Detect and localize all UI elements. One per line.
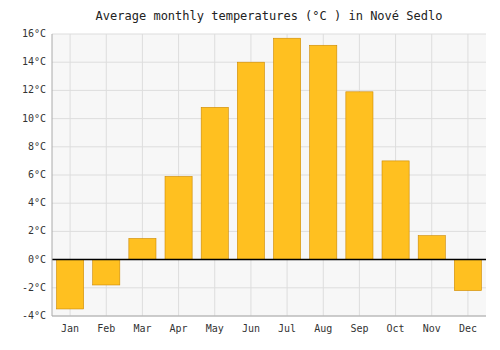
x-tick-label: Nov [423,323,441,334]
bar [346,92,373,260]
zero-line [52,259,486,261]
bar [165,176,192,259]
y-tick-label: 16°C [22,28,46,39]
x-grid-line [431,34,432,316]
bar [93,260,120,285]
x-tick-label: Jul [278,323,296,334]
x-tick-label: Aug [314,323,332,334]
bar [310,45,337,259]
y-grid-line [52,231,486,232]
x-tick-label: Jan [61,323,79,334]
y-tick-label: 10°C [22,113,46,124]
y-tick-label: 12°C [22,84,46,95]
y-grid-line [52,34,486,35]
x-tick-label: May [206,323,224,334]
y-grid-line [52,146,486,147]
plot-background [52,34,486,316]
y-grid-line [52,287,486,288]
bar [129,238,156,259]
grid [52,34,486,316]
x-tick-label: Apr [170,323,188,334]
x-tick-label: Mar [133,323,151,334]
y-tick-label: 8°C [28,141,46,152]
bar [274,38,301,259]
chart-svg: -4°C -2°C 0°C 2°C 4°C 6°C 8°C 10°C 12°C 14°C 16°C J… [0,0,500,350]
x-tick-label: Dec [459,323,477,334]
bar [201,107,228,259]
y-axis-line [52,34,53,316]
bar [382,161,409,260]
bar [57,260,84,309]
y-grid-line [52,90,486,91]
y-axis-ticks: -4°C -2°C 0°C 2°C 4°C 6°C 8°C 10°C 12°C 14°C 16°C [22,28,46,321]
x-tick-label: Sep [350,323,368,334]
y-tick-label: 14°C [22,56,46,67]
bars [57,38,482,309]
y-tick-label: -4°C [22,310,46,321]
bar [418,236,445,260]
y-tick-label: 4°C [28,197,46,208]
chart-container: -4°C -2°C 0°C 2°C 4°C 6°C 8°C 10°C 12°C 14°C 16°C J… [0,0,500,350]
y-tick-label: 0°C [28,254,46,265]
y-grid-line [52,62,486,63]
x-tick-label: Oct [387,323,405,334]
y-grid-line [52,316,486,317]
bar [454,260,481,291]
x-grid-line [178,34,179,316]
y-grid-line [52,259,486,260]
y-tick-label: -2°C [22,282,46,293]
bar [237,62,264,259]
y-grid-line [52,175,486,176]
y-grid-line [52,118,486,119]
x-axis-ticks: Jan Feb Mar Apr May Jun Jul Aug Sep Oct Nov Dec [61,323,477,334]
chart-title: Average monthly temperatures (°C ) in No… [96,9,443,23]
y-tick-label: 6°C [28,169,46,180]
x-grid-line [142,34,143,316]
x-axis-line [52,316,486,317]
y-grid-line [52,203,486,204]
x-tick-label: Jun [242,323,260,334]
x-tick-label: Feb [97,323,115,334]
y-tick-label: 2°C [28,225,46,236]
